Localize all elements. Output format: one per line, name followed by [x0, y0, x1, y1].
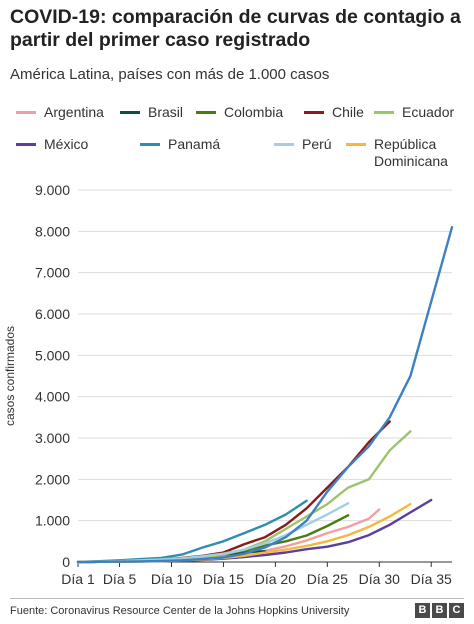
legend-swatch: [196, 111, 216, 114]
series-line: [76, 499, 308, 564]
legend-label: Colombia: [224, 104, 284, 120]
legend-label: México: [44, 136, 89, 152]
legend-label: República Dominicana: [374, 136, 448, 169]
legend-item: Argentina: [16, 104, 104, 121]
x-tick-label: Día 35: [411, 571, 452, 587]
bbc-logo-letter: B: [432, 603, 447, 618]
legend-label: Brasil: [148, 104, 184, 120]
legend-item: Ecuador: [374, 104, 454, 121]
x-tick-label: Día 25: [307, 571, 348, 587]
source-note: Fuente: Coronavirus Resource Center de l…: [10, 605, 350, 617]
y-tick-label: 3.000: [35, 430, 70, 446]
legend-swatch: [346, 143, 366, 146]
y-tick-label: 8.000: [35, 223, 70, 239]
x-tick-label: Día 1: [61, 571, 95, 587]
chart-title: COVID-19: comparación de curvas de conta…: [10, 6, 461, 51]
y-tick-label: 2.000: [35, 471, 70, 487]
chart-subtitle: América Latina, países con más de 1.000 …: [10, 66, 330, 83]
legend-label: Perú: [302, 136, 332, 152]
y-tick-label: 9.000: [35, 182, 70, 198]
legend-swatch: [120, 111, 140, 114]
chart-legend: Argentina Brasil Colombia Chile Ecuador Méxic…: [0, 104, 474, 194]
legend-item: Colombia: [196, 104, 283, 121]
legend-label: Ecuador: [402, 104, 455, 120]
bbc-logo-letter: B: [415, 603, 430, 618]
y-tick-label: 4.000: [35, 389, 70, 405]
series-line: [76, 226, 454, 564]
x-tick-label: Día 20: [255, 571, 296, 587]
legend-item: México: [16, 136, 88, 153]
y-tick-label: 6.000: [35, 306, 70, 322]
bbc-logo-letter: C: [449, 603, 464, 618]
footer-divider: [10, 598, 464, 599]
legend-swatch: [274, 143, 294, 146]
y-tick-label: 0: [62, 554, 70, 570]
y-tick-label: 5.000: [35, 347, 70, 363]
legend-label: Argentina: [44, 104, 104, 120]
legend-swatch: [304, 111, 324, 114]
legend-label: Chile: [332, 104, 364, 120]
legend-item: Perú: [274, 136, 332, 153]
x-tick-label: Día 10: [151, 571, 192, 587]
legend-item: Panamá: [140, 136, 220, 153]
legend-swatch: [16, 143, 36, 146]
x-tick-label: Día 5: [103, 571, 137, 587]
legend-item: República Dominicana: [346, 136, 448, 170]
legend-label: Panamá: [168, 136, 221, 152]
y-tick-label: 7.000: [35, 265, 70, 281]
x-tick-label: Día 30: [359, 571, 400, 587]
legend-swatch: [374, 111, 394, 114]
y-axis-label: casos confirmados: [3, 326, 17, 426]
legend-item: Chile: [304, 104, 364, 121]
x-tick-label: Día 15: [203, 571, 244, 587]
y-tick-label: 1.000: [35, 513, 70, 529]
legend-swatch: [16, 111, 36, 114]
legend-item: Brasil: [120, 104, 183, 121]
bbc-logo: B B C: [415, 603, 464, 618]
line-chart: 0 1.000 2.000 3.000 4.000 5.000 6.000 7.000 8.00…: [3, 182, 454, 587]
legend-swatch: [140, 143, 160, 146]
